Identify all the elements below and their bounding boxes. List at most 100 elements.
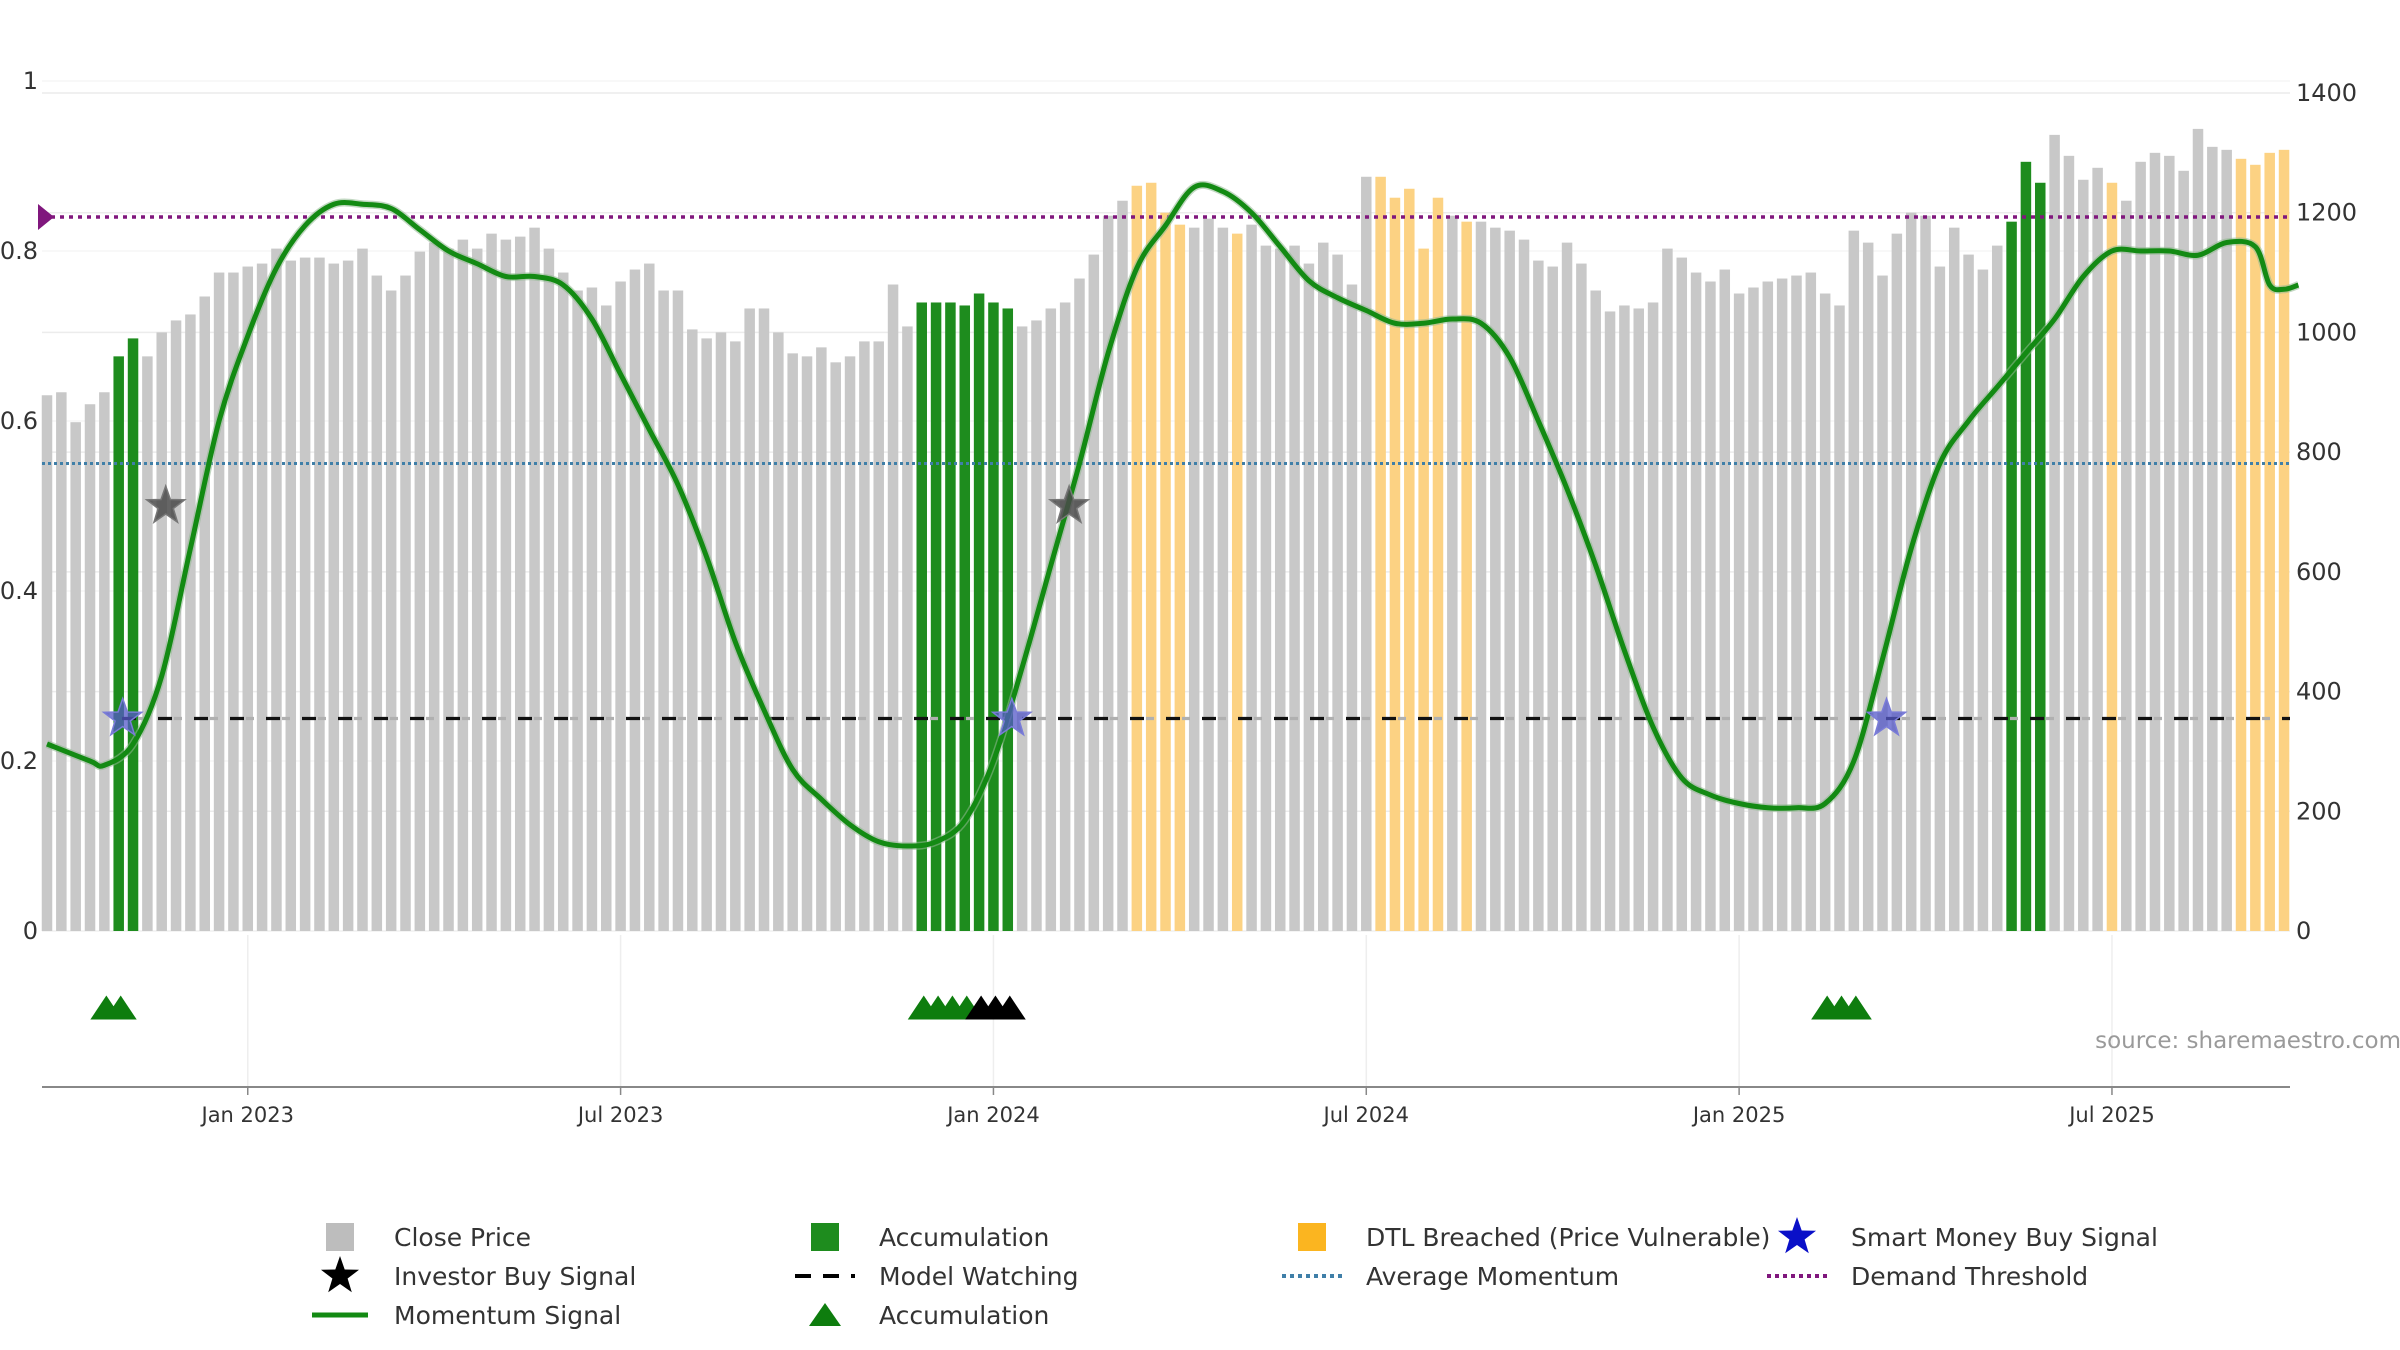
close-price-bar: [1633, 308, 1644, 931]
investor-buy-signal: [1047, 483, 1091, 525]
left-axis-tick-label: 0.2: [0, 747, 38, 775]
close-price-bar: [1834, 305, 1845, 932]
close-price-bar: [84, 404, 96, 931]
right-axis-tick-label: 600: [2296, 558, 2342, 586]
right-axis-tick-label: 800: [2296, 438, 2342, 466]
close-price-bar: [99, 392, 110, 932]
close-price-bar: [529, 227, 540, 932]
close-price-bar: [887, 284, 899, 931]
accumulation-triangle: [104, 995, 137, 1020]
close-price-bar: [2063, 155, 2075, 931]
legend-label: Accumulation: [879, 1223, 1049, 1252]
right-axis-tick-label: 200: [2296, 797, 2342, 825]
momentum-layer: [45, 180, 2300, 851]
close-price-bar: [2221, 149, 2232, 932]
right-axis-tick-label: 0: [2296, 917, 2311, 945]
close-price-bar: [801, 356, 813, 931]
legend-label: Model Watching: [879, 1262, 1079, 1291]
legend-label: Accumulation: [879, 1301, 1049, 1330]
dtl-breached-bar: [1131, 185, 1143, 931]
investor-buy-signal: [144, 483, 187, 525]
close-price-bar: [557, 272, 569, 931]
accumulation-bar: [2020, 161, 2032, 931]
close-price-bar: [385, 290, 397, 931]
legend-label: DTL Breached (Price Vulnerable): [1366, 1223, 1770, 1252]
close-price-bar: [687, 329, 698, 931]
x-axis-tick-label: Jan 2024: [945, 1103, 1040, 1127]
legend-item-momentum: Momentum Signal: [312, 1301, 621, 1330]
close-price-bar: [543, 248, 555, 931]
close-price-bar: [1619, 305, 1630, 932]
close-price-bar: [816, 347, 827, 931]
x-axis-tick-label: Jul 2023: [576, 1103, 663, 1127]
close-price-bar: [1088, 254, 1100, 931]
legend-item-investor: Investor Buy Signal: [321, 1256, 636, 1293]
left-axis-tick-label: 0.4: [0, 577, 38, 605]
close-price-bar: [773, 332, 784, 931]
close-price-bar: [572, 290, 583, 931]
legend-item-accum_tri: Accumulation: [809, 1301, 1049, 1330]
close-price-bar: [428, 242, 440, 931]
legend-item-close: Close Price: [326, 1223, 531, 1252]
close-price-bar: [2092, 167, 2103, 931]
x-axis-tick-label: Jan 2023: [200, 1103, 295, 1127]
close-price-bar: [1862, 242, 1874, 931]
close-price-bar: [1748, 287, 1759, 931]
close-price-bar: [342, 260, 354, 931]
accumulation-bar: [127, 338, 139, 931]
close-price-bar: [299, 257, 311, 932]
close-price-bar: [1074, 278, 1085, 931]
dtl-breached-bar: [1418, 248, 1429, 931]
close-price-bar: [285, 260, 297, 931]
close-price-bar: [1346, 284, 1358, 931]
close-price-bar: [443, 248, 454, 931]
close-price-bar: [658, 290, 669, 931]
close-price-bar: [601, 305, 612, 932]
right-axis-tick-label: 1400: [2296, 79, 2357, 107]
legend-swatch: [811, 1223, 839, 1251]
close-price-bar: [830, 362, 841, 932]
close-price-bar: [242, 266, 254, 932]
close-price-bar: [1776, 278, 1788, 931]
close-price-bar: [1977, 269, 1989, 931]
axes: 0 0.2 0.4 0.6 0.8 1 0 200 400 600 800 1000 1200 1400: [0, 67, 2357, 945]
close-price-bar: [1934, 266, 1946, 932]
close-price-bar: [1877, 275, 1888, 932]
close-price-bar: [2135, 161, 2146, 931]
dtl-breached-bar: [1461, 221, 1472, 932]
smart-money-buy-signal: [1865, 696, 1908, 737]
close-price-bar: [1117, 200, 1128, 931]
smart-money-buy-signal: [101, 696, 144, 737]
close-price-bar: [1203, 218, 1214, 932]
accumulation-bar: [2035, 182, 2046, 931]
close-price-bar: [1475, 221, 1487, 932]
accumulation-bar: [2006, 221, 2017, 932]
dtl-breached-bar: [2250, 164, 2261, 932]
x-axis-tick-label: Jul 2025: [2067, 1103, 2154, 1127]
dtl-breached-bar: [1145, 182, 1157, 931]
legend-label: Momentum Signal: [394, 1301, 621, 1330]
legend-label: Smart Money Buy Signal: [1851, 1223, 2158, 1252]
close-price-bar: [615, 281, 626, 931]
close-price-bar: [1016, 326, 1028, 931]
legend-item-accum: Accumulation: [811, 1223, 1049, 1252]
accumulation-bar: [113, 356, 124, 931]
close-price-bar: [1819, 293, 1831, 931]
close-price-bar: [271, 248, 282, 931]
close-price-bar: [1920, 215, 1931, 931]
dtl-breached-bar: [1231, 233, 1243, 931]
close-price-bar: [457, 239, 469, 931]
legend-item-smart: Smart Money Buy Signal: [1778, 1217, 2158, 1254]
close-price-bar: [1361, 176, 1372, 931]
legend-star-icon: [321, 1256, 359, 1293]
close-price-bar: [787, 353, 798, 932]
close-price-bar: [1733, 293, 1745, 931]
demand-threshold-marker: [38, 204, 54, 230]
smart-money-buy-signal: [990, 696, 1033, 737]
right-axis-tick-label: 400: [2296, 678, 2342, 706]
right-axis-tick-label: 1200: [2296, 199, 2357, 227]
close-price-bar: [1332, 254, 1343, 931]
close-price-bar: [56, 392, 67, 932]
legend-label: Average Momentum: [1366, 1262, 1619, 1291]
